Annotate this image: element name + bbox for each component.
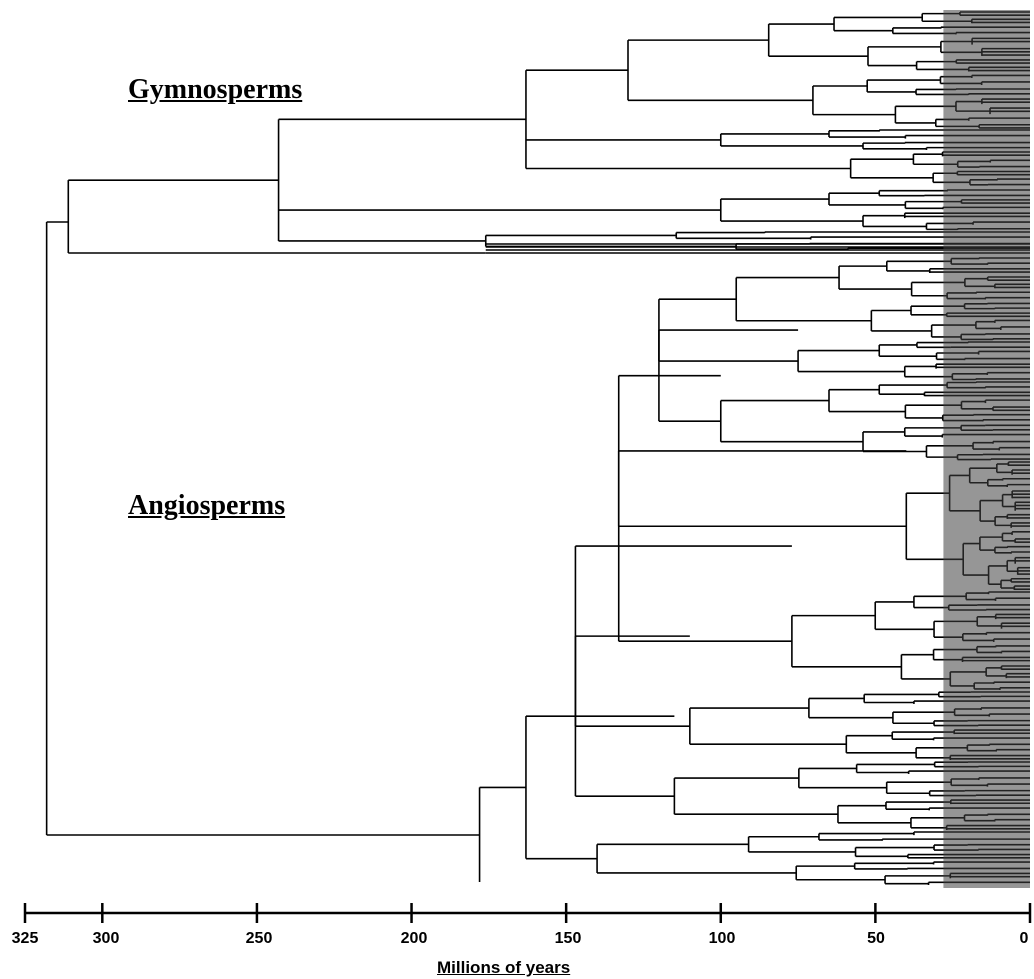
axis-title: Millions of years	[437, 958, 571, 977]
dense-tip-region	[943, 10, 1030, 888]
angiosperms-label: Angiosperms	[128, 490, 286, 521]
tick-label-100: 100	[708, 930, 736, 947]
tick-label-50: 50	[867, 930, 885, 947]
tick-label-325: 325	[11, 930, 39, 947]
tree-branches	[45, 11, 1030, 885]
tip-shading	[943, 10, 1030, 888]
tick-label-250: 250	[245, 930, 273, 947]
gymnosperms-label: Gymnosperms	[128, 74, 303, 105]
time-axis	[23, 903, 1032, 923]
tick-label-0: 0	[1019, 930, 1029, 947]
tick-label-150: 150	[554, 930, 582, 947]
tick-label-300: 300	[92, 930, 120, 947]
tick-label-200: 200	[400, 930, 428, 947]
